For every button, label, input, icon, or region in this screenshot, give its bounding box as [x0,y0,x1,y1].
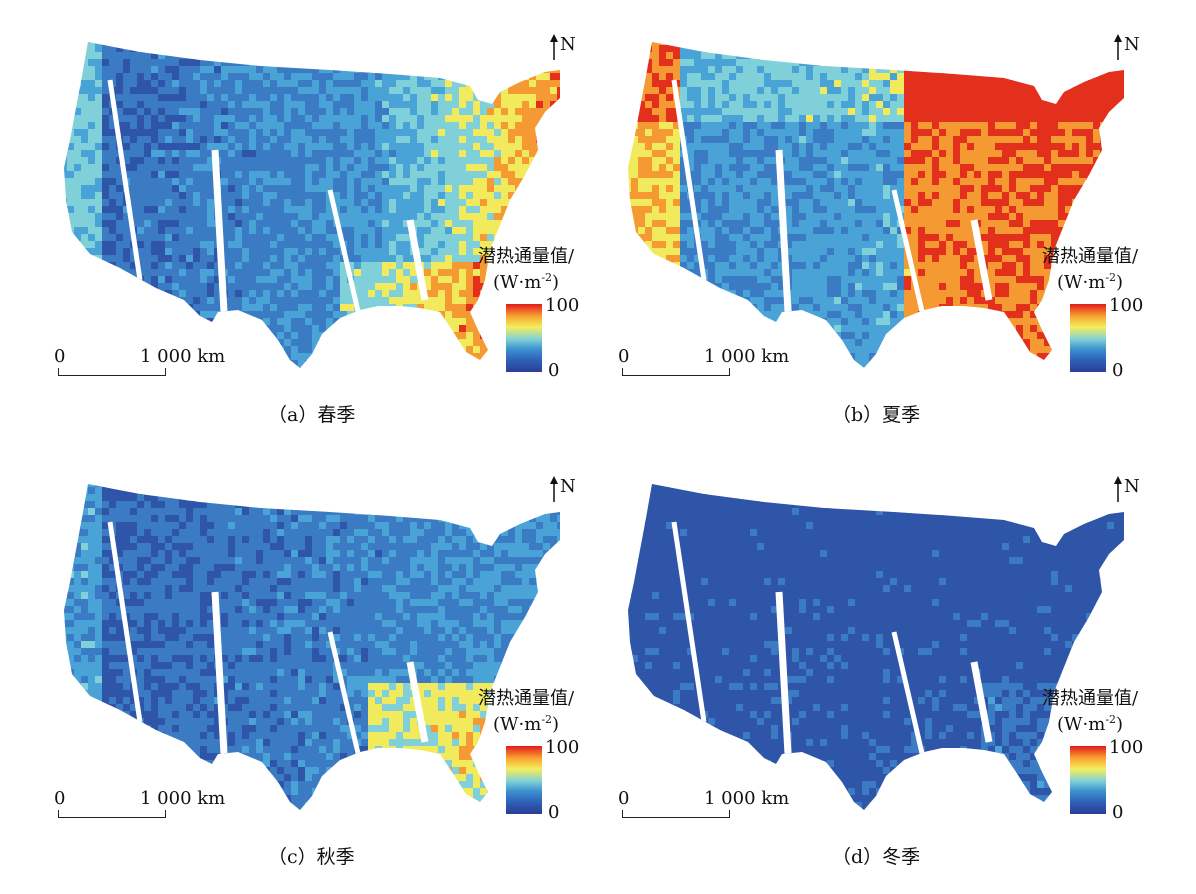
scale-bar [622,810,730,818]
panel-caption: （a）春季 [268,404,356,426]
scale-bar [58,368,166,376]
legend-min: 0 [1112,360,1124,381]
legend-title: 潜热通量值/ (W·m-2) [478,246,574,293]
panel-caption: （b）夏季 [832,404,921,426]
legend-max: 100 [1109,737,1144,758]
scale-zero-label: 0 [54,346,66,367]
legend-max: 100 [545,295,580,316]
north-arrow: N [1112,476,1140,502]
legend-title-text: 潜热通量值/ [478,246,575,267]
north-arrow: N [548,34,576,60]
legend-unit: (W·m-2) [1057,713,1124,735]
scale-zero-label: 0 [618,788,630,809]
legend-min: 0 [1112,802,1124,823]
legend-title-text: 潜热通量值/ [1042,688,1139,709]
legend-color-bar [1070,746,1106,814]
panel-caption: （c）秋季 [268,846,355,868]
scale-length-label: 1 000 km [704,788,790,809]
legend-color-bar [506,304,542,372]
legend-unit: (W·m-2) [1057,271,1124,293]
legend-max: 100 [545,737,580,758]
map-panel-c: N 潜热通量值/ (W·m-2) 100 0 0 1 000 km （c）秋季 [0,442,598,889]
us-latent-heat-flux-map [628,484,1124,810]
scale-zero-label: 0 [618,346,630,367]
legend-min: 0 [548,802,560,823]
legend-title: 潜热通量值/ (W·m-2) [1042,246,1138,293]
north-arrow-icon [1114,34,1122,60]
scale-bar [622,368,730,376]
map-panel-b: N 潜热通量值/ (W·m-2) 100 0 0 1 000 km （b）夏季 [564,0,1162,447]
us-latent-heat-flux-map [64,42,560,368]
north-arrow-icon [550,476,558,502]
scale-length-label: 1 000 km [704,346,790,367]
legend-title: 潜热通量值/ (W·m-2) [478,688,574,735]
legend-title-text: 潜热通量值/ [1042,246,1139,267]
north-label: N [560,476,576,497]
legend-color-bar [1070,304,1106,372]
north-arrow: N [1112,34,1140,60]
north-label: N [1124,476,1140,497]
legend-color-bar [506,746,542,814]
scale-zero-label: 0 [54,788,66,809]
us-latent-heat-flux-map [64,484,560,810]
flux-raster [64,484,560,810]
north-arrow-icon [1114,476,1122,502]
scale-bar [58,810,166,818]
legend-max: 100 [1109,295,1144,316]
us-latent-heat-flux-map [628,42,1124,368]
map-panel-a: N 潜热通量值/ (W·m-2) 100 0 0 1 000 km （a）春季 [0,0,598,447]
north-arrow-icon [550,34,558,60]
north-arrow: N [548,476,576,502]
legend-title-text: 潜热通量值/ [478,688,575,709]
north-label: N [1124,34,1140,55]
north-label: N [560,34,576,55]
scale-length-label: 1 000 km [140,788,226,809]
flux-raster [628,484,1124,810]
legend-unit: (W·m-2) [493,271,560,293]
flux-raster [628,42,1124,368]
map-panel-d: N 潜热通量值/ (W·m-2) 100 0 0 1 000 km （d）冬季 [564,442,1162,889]
panel-caption: （d）冬季 [832,846,921,868]
legend-title: 潜热通量值/ (W·m-2) [1042,688,1138,735]
legend-unit: (W·m-2) [493,713,560,735]
flux-raster [64,42,560,368]
legend-min: 0 [548,360,560,381]
scale-length-label: 1 000 km [140,346,226,367]
